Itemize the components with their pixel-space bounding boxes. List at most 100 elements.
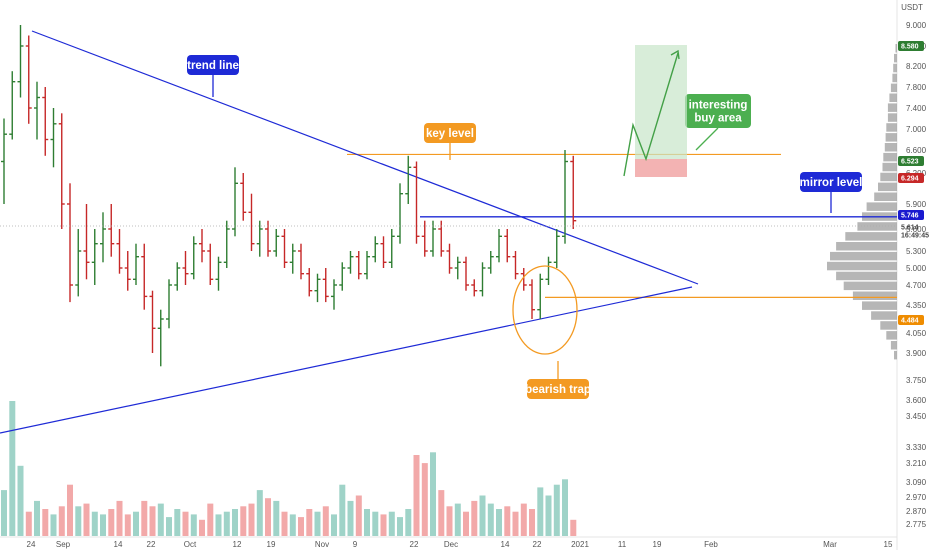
volume-bar (215, 514, 222, 536)
price-tag-label: 5.746 (901, 213, 919, 220)
ohlc-bar (116, 229, 123, 274)
price-tag-box (898, 156, 924, 166)
price-tag-box (898, 315, 924, 325)
mirror-level-callout-box (800, 172, 862, 192)
ohlc-bar (454, 256, 461, 280)
volume-profile-bar (886, 331, 897, 340)
volume-bar (529, 509, 535, 536)
price-tick-label: 3.750 (906, 376, 927, 385)
ohlc-bar (190, 236, 197, 280)
key-level-callout-box (424, 123, 476, 143)
mirror-level-callout-text: mirror level (800, 177, 863, 189)
ohlc-bar (1, 118, 7, 204)
projection-path (623, 52, 679, 177)
volume-bar (570, 519, 577, 536)
volume-bar (174, 509, 181, 536)
price-tag-box (898, 210, 924, 220)
volume-bar (504, 506, 511, 536)
volume-profile-bar (845, 232, 897, 241)
volume-bar (149, 506, 156, 536)
bearish-trap-callout-box (527, 379, 589, 399)
volume-bar (50, 514, 57, 536)
volume-profile-bar (878, 182, 897, 192)
ohlc-bar (75, 229, 82, 297)
volume-bar (17, 465, 24, 536)
ohlc-bar (25, 35, 32, 124)
volume-bar (496, 509, 502, 536)
time-axis[interactable]: 24 Sep 14 22 Oct 12 19 Nov 9 22 Dec 14 22 2021 11 19 Feb… (27, 540, 893, 549)
price-candles (1, 25, 577, 367)
volume-bar (58, 506, 65, 536)
volume-profile-bar (894, 350, 897, 360)
ohlc-bar (100, 212, 106, 263)
price-tick-label: 7.400 (906, 104, 927, 113)
price-tag-box (898, 173, 924, 183)
volume-bar (430, 452, 436, 536)
volume-bar (248, 503, 255, 536)
ohlc-bar (166, 279, 172, 329)
trend-line-callout: trend line (187, 55, 239, 97)
ohlc-bar (42, 87, 49, 156)
volume-bar (75, 506, 82, 536)
time-tick-label: Sep (56, 540, 71, 549)
price-tick-label: 5.600 (906, 225, 927, 234)
time-tick-label: 22 (147, 540, 156, 549)
volume-bar (240, 506, 247, 536)
ohlc-bar (157, 309, 164, 367)
price-axis[interactable]: 9.0008.6008.2007.8007.4007.0006.6006.200… (906, 21, 927, 529)
upper-trend-line (31, 30, 699, 285)
time-tick-label: 15 (884, 540, 893, 549)
volume-bar (471, 500, 478, 536)
volume-bar (463, 511, 469, 536)
time-tick-label: 11 (618, 540, 627, 549)
volume-bar (34, 500, 40, 536)
time-tick-label: Dec (444, 540, 458, 549)
volume-profile-bar (871, 311, 897, 320)
mirror-level-callout: mirror level (800, 172, 863, 213)
price-tag-label: 6.523 (901, 159, 919, 166)
volume-profile-bar (882, 162, 897, 172)
volume-profile-bar (885, 133, 897, 142)
ohlc-bar (248, 193, 255, 251)
volume-bar (190, 514, 197, 536)
bearish-trap-ellipse (512, 265, 578, 355)
ohlc-bar (496, 229, 502, 263)
volume-bar (133, 511, 139, 536)
ohlc-bar (372, 236, 379, 263)
volume-bar (520, 503, 527, 536)
volume-bar (83, 503, 90, 536)
volume-bar (438, 490, 445, 536)
volume-profile-bar (895, 44, 897, 53)
volume-bar (380, 514, 387, 536)
volume-bar (446, 506, 453, 536)
ohlc-bar (207, 243, 214, 285)
volume-bar (388, 511, 395, 536)
volume-profile-bar (883, 152, 897, 162)
volume-profile-bar (843, 281, 897, 291)
ohlc-bar (298, 243, 304, 280)
volume-profile-bar (889, 93, 897, 102)
volume-bar (364, 509, 370, 536)
volume-bar (562, 479, 568, 536)
volume-profile-bar (836, 242, 897, 251)
price-tick-label: 2.775 (906, 520, 927, 529)
price-tick-label: 4.050 (906, 329, 927, 338)
ohlc-bar (421, 220, 428, 257)
buy-area-callout-text: interesting (689, 100, 748, 112)
price-tick-label: 3.210 (906, 459, 927, 468)
price-tick-label: 6.600 (906, 146, 927, 155)
price-tick-label: 7.800 (906, 83, 927, 92)
ohlc-bar (240, 173, 247, 221)
ohlc-bar (520, 268, 527, 291)
ohlc-bar (413, 161, 420, 244)
ohlc-bar (256, 220, 263, 257)
volume-bar (91, 511, 98, 536)
ohlc-bar (306, 268, 313, 297)
price-tick-label: 3.900 (906, 349, 927, 358)
price-tag-label: 8.580 (901, 44, 919, 51)
buy-area-callout-pointer (695, 127, 719, 151)
ohlc-bar (529, 279, 535, 319)
